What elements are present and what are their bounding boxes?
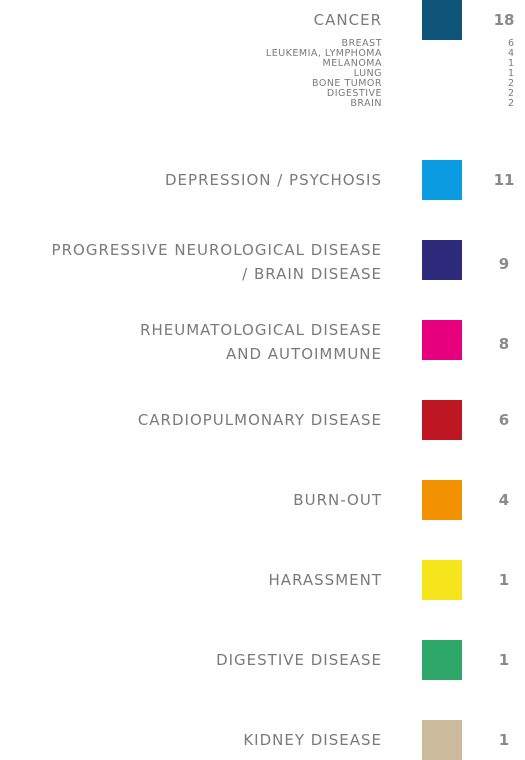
category-label: BURN-OUT — [0, 488, 382, 512]
label-line: AND AUTOIMMUNE — [226, 345, 382, 363]
color-swatch — [422, 160, 462, 200]
sub-count: 6 — [507, 38, 515, 49]
color-swatch — [422, 0, 462, 40]
sub-label: MELANOMA — [322, 58, 382, 69]
category-row: CANCER 18 BREAST 6 LEUKEMIA, LYMPHOMA 4 MELANO… — [0, 0, 525, 109]
category-row: DEPRESSION / PSYCHOSIS 11 — [0, 160, 525, 200]
category-label: HARASSMENT — [0, 568, 382, 592]
category-row: DIGESTIVE DISEASE 1 — [0, 640, 525, 680]
sub-count: 1 — [507, 58, 515, 69]
category-count: 1 — [498, 731, 510, 749]
label-line: PROGRESSIVE NEUROLOGICAL DISEASE — [51, 241, 382, 259]
sub-label: DIGESTIVE — [326, 88, 382, 99]
color-swatch — [422, 720, 462, 760]
color-swatch — [422, 400, 462, 440]
category-count: 4 — [498, 491, 510, 509]
category-row: PROGRESSIVE NEUROLOGICAL DISEASE / BRAIN … — [0, 240, 525, 283]
color-swatch — [422, 240, 462, 280]
label-line: KIDNEY DISEASE — [243, 731, 382, 749]
color-swatch — [422, 480, 462, 520]
category-count: 9 — [498, 255, 510, 273]
color-swatch — [422, 640, 462, 680]
label-line: HARASSMENT — [268, 571, 382, 589]
sub-label: LEUKEMIA, LYMPHOMA — [265, 48, 382, 59]
label-line: DIGESTIVE DISEASE — [216, 651, 382, 669]
category-row: HARASSMENT 1 — [0, 560, 525, 600]
category-row: KIDNEY DISEASE 1 — [0, 720, 525, 760]
sub-count: 2 — [507, 98, 515, 109]
category-label: CARDIOPULMONARY DISEASE — [0, 408, 382, 432]
category-label: CANCER — [0, 8, 382, 32]
sub-label: BONE TUMOR — [312, 78, 382, 89]
label-line: CANCER — [313, 11, 382, 29]
sub-label: BRAIN — [350, 98, 382, 109]
category-label: PROGRESSIVE NEUROLOGICAL DISEASE / BRAIN … — [0, 238, 382, 286]
label-line: BURN-OUT — [293, 491, 382, 509]
category-count: 18 — [493, 11, 515, 29]
category-row: CARDIOPULMONARY DISEASE 6 — [0, 400, 525, 440]
category-label: DEPRESSION / PSYCHOSIS — [0, 168, 382, 192]
category-count: 1 — [498, 651, 510, 669]
category-count: 1 — [498, 571, 510, 589]
category-count: 6 — [498, 411, 510, 429]
category-row: BURN-OUT 4 — [0, 480, 525, 520]
label-line: RHEUMATOLOGICAL DISEASE — [140, 321, 382, 339]
category-row: RHEUMATOLOGICAL DISEASE AND AUTOIMMUNE 8 — [0, 320, 525, 363]
color-swatch — [422, 320, 462, 360]
category-label: KIDNEY DISEASE — [0, 728, 382, 752]
label-line: CARDIOPULMONARY DISEASE — [137, 411, 382, 429]
category-count: 8 — [498, 335, 510, 353]
color-swatch — [422, 560, 462, 600]
sub-count: 2 — [507, 88, 515, 99]
sub-label: BREAST — [341, 38, 382, 49]
label-line: / BRAIN DISEASE — [242, 265, 382, 283]
sub-count: 4 — [507, 48, 515, 59]
sub-count: 2 — [507, 78, 515, 89]
sub-count: 1 — [507, 68, 515, 79]
category-label: RHEUMATOLOGICAL DISEASE AND AUTOIMMUNE — [0, 318, 382, 366]
label-line: DEPRESSION / PSYCHOSIS — [165, 171, 382, 189]
sub-label: LUNG — [353, 68, 382, 79]
category-count: 11 — [493, 171, 515, 189]
category-label: DIGESTIVE DISEASE — [0, 648, 382, 672]
